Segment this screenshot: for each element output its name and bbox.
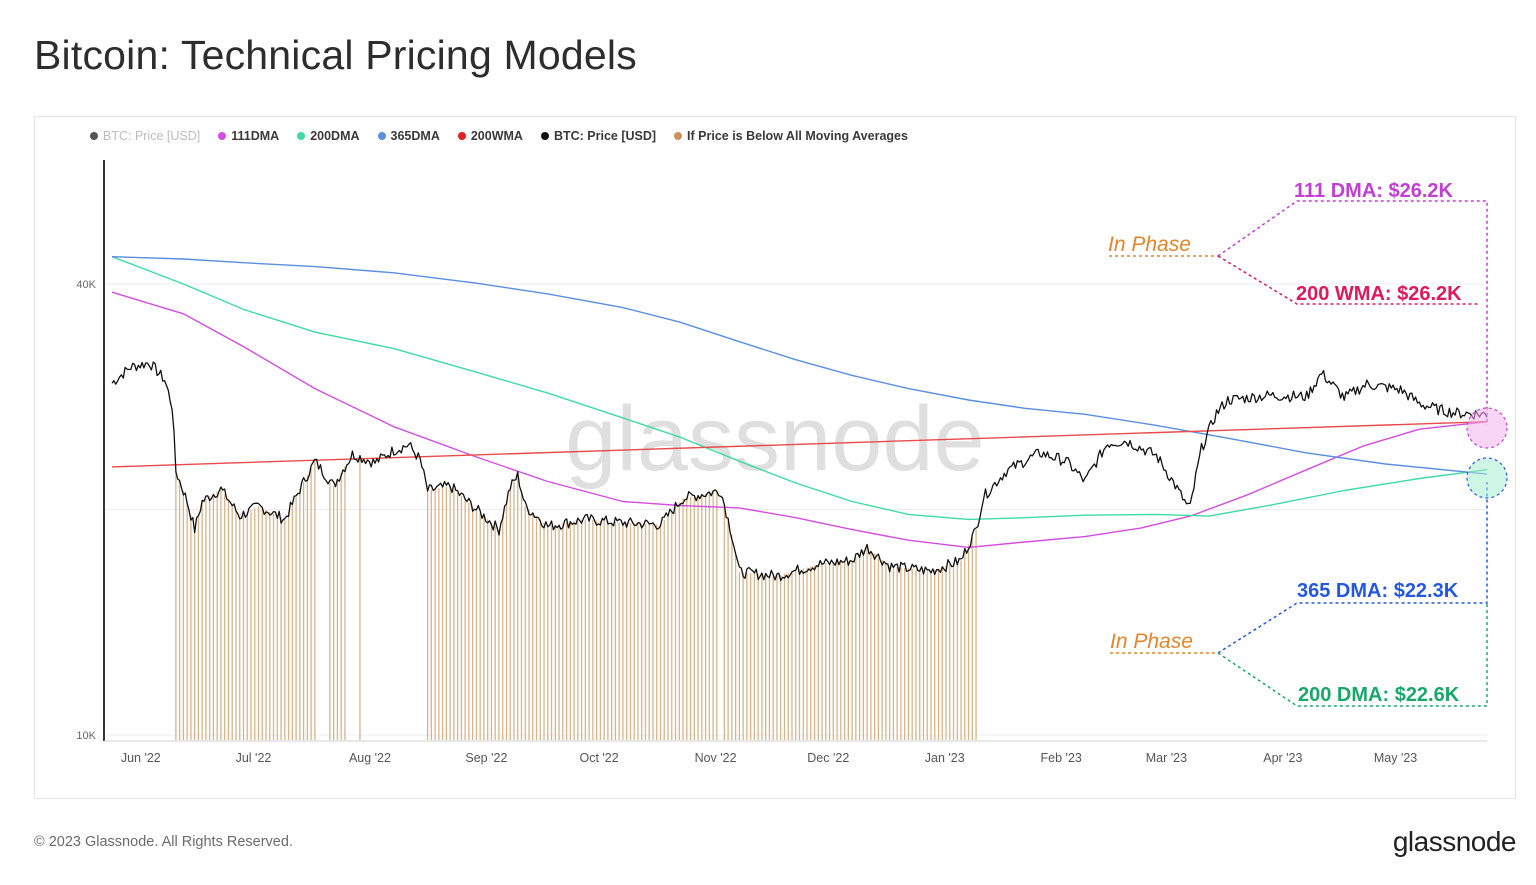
annotation-top-phase: In Phase <box>1108 233 1191 256</box>
connector-111dma <box>1217 200 1488 425</box>
x-tick-label: Aug '22 <box>349 751 391 765</box>
annotation-365dma: 365 DMA: $22.3K <box>1297 580 1459 602</box>
legend-dot <box>90 132 98 140</box>
annotation-200wma: 200 WMA: $26.2K <box>1296 283 1462 305</box>
legend-label: 200DMA <box>310 129 360 143</box>
x-tick-label: Dec '22 <box>807 751 849 765</box>
y-tick-label: 40K <box>76 279 96 291</box>
grid-layer <box>106 283 1487 736</box>
legend-label: 111DMA <box>231 129 280 143</box>
legend-label: BTC: Price [USD] <box>553 129 657 143</box>
x-tick-label: Feb '23 <box>1041 751 1082 765</box>
legend-dot <box>218 132 227 140</box>
legend-item-200dma[interactable]: 200DMA <box>297 129 360 143</box>
x-tick-label: Mar '23 <box>1146 751 1187 765</box>
series-line-111dma <box>111 291 1488 549</box>
legend-item-below-all-ma[interactable]: If Price is Below All Moving Averages <box>674 129 908 143</box>
annotation-200dma: 200 DMA: $22.6K <box>1298 684 1460 706</box>
x-tick-label: Jul '22 <box>236 751 272 765</box>
axes-layer: 40K 10K Jun '22 Jul '22 Aug '22 Sep '22 Oct '2… <box>76 160 1487 765</box>
series-line-btc-price-usd- <box>111 361 1488 582</box>
connector-365dma <box>1217 482 1488 654</box>
legend-dot <box>377 132 386 140</box>
legend-label: 365DMA <box>390 129 440 143</box>
chart-legend: BTC: Price [USD] 111DMA 200DMA 365DMA 20… <box>90 129 908 143</box>
page-title: Bitcoin: Technical Pricing Models <box>34 32 637 78</box>
y-tick-label: 10K <box>76 730 96 742</box>
marker-lower-convergence <box>1466 457 1508 499</box>
legend-dot <box>674 132 683 140</box>
legend-item-365dma[interactable]: 365DMA <box>377 129 440 143</box>
x-tick-label: Oct '22 <box>580 751 619 765</box>
series-line-365dma <box>111 256 1488 475</box>
footer-logo: glassnode <box>1392 826 1517 857</box>
annotation-111dma: 111 DMA: $26.2K <box>1294 180 1454 202</box>
annotation-connectors <box>1109 200 1488 707</box>
legend-dot <box>540 132 549 140</box>
footer-copyright: © 2023 Glassnode. All Rights Reserved. <box>34 834 293 850</box>
x-tick-label: Sep '22 <box>465 751 507 765</box>
x-tick-label: Jan '23 <box>925 751 965 765</box>
legend-item-btc-price-hidden[interactable]: BTC: Price [USD] <box>90 129 200 143</box>
legend-label: If Price is Below All Moving Averages <box>687 129 908 143</box>
x-tick-label: Apr '23 <box>1263 751 1302 765</box>
legend-item-200wma[interactable]: 200WMA <box>457 129 523 143</box>
watermark-text: glassnode <box>565 388 984 490</box>
legend-label: BTC: Price [USD] <box>103 129 201 143</box>
series-line-200wma <box>111 421 1488 468</box>
connector-200dma <box>1217 602 1488 707</box>
connector-200wma <box>1217 255 1480 305</box>
legend-label: 200WMA <box>470 129 523 143</box>
chart-frame <box>34 116 1516 799</box>
annotation-bottom-phase: In Phase <box>1110 630 1193 653</box>
x-tick-label: Jun '22 <box>121 751 161 765</box>
x-tick-label: Nov '22 <box>695 751 737 765</box>
below-ma-bars-layer <box>175 457 977 740</box>
x-tick-label: May '23 <box>1374 751 1417 765</box>
series-line-200dma <box>111 256 1488 521</box>
legend-dot <box>297 132 306 140</box>
marker-upper-convergence <box>1466 407 1508 449</box>
legend-item-btc-price[interactable]: BTC: Price [USD] <box>540 129 657 143</box>
legend-dot <box>457 132 466 140</box>
legend-item-111dma[interactable]: 111DMA <box>218 129 279 143</box>
series-lines-layer <box>111 256 1488 582</box>
